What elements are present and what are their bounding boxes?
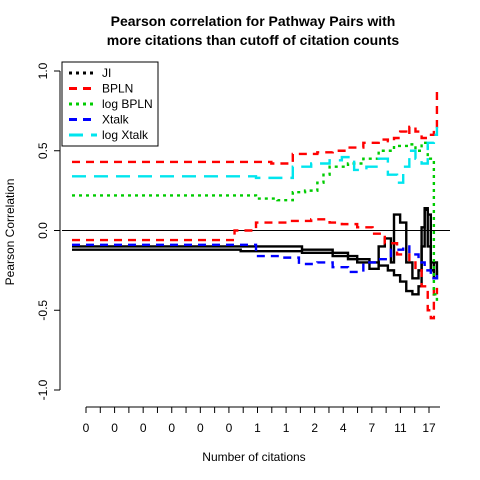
series-line-bpln: [72, 90, 439, 165]
y-axis: -1.0 -0.5 0.0 0.5 1.0: [36, 62, 61, 400]
x-tick-label: 0: [83, 421, 90, 435]
x-tick-label: 0: [168, 421, 175, 435]
chart-title-line-2: more citations than cutoff of citation c…: [107, 32, 400, 48]
series-line-log-xtalk: [72, 126, 439, 184]
chart-title-line-1: Pearson correlation for Pathway Pairs wi…: [111, 13, 396, 29]
series-layer: [72, 90, 439, 320]
x-axis-label: Number of citations: [202, 450, 305, 464]
legend-entry: log BPLN: [102, 97, 153, 111]
x-tick-label: 2: [311, 421, 318, 435]
legend-entry: JI: [102, 66, 111, 80]
legend-entry: BPLN: [102, 82, 133, 96]
x-tick-label: 0: [140, 421, 147, 435]
y-tick-label: 1.0: [36, 62, 50, 79]
x-tick-label: 0: [111, 421, 118, 435]
series-line-log-bpln: [72, 141, 439, 303]
series-line-ji: [72, 208, 439, 280]
x-tick-label: 0: [226, 421, 233, 435]
y-axis-label: Pearson Correlation: [3, 179, 17, 286]
x-tick-label: 0: [197, 421, 204, 435]
y-tick-label: 0.0: [36, 222, 50, 239]
x-tick-label: 17: [422, 421, 436, 435]
x-tick-label: 1: [283, 421, 290, 435]
series-line-xtalk: [72, 243, 439, 280]
series-line-bpln: [72, 218, 439, 320]
y-tick-label: -0.5: [36, 300, 50, 321]
x-tick-label: 11: [394, 421, 407, 435]
x-tick-label: 1: [254, 421, 261, 435]
x-tick-label: 7: [368, 421, 375, 435]
y-tick-label: 0.5: [36, 142, 50, 159]
y-tick-label: -1.0: [36, 379, 50, 400]
x-axis: 0 0 0 0 0 0 1 1 2 4 7 11 17: [83, 406, 440, 435]
legend-entry: log Xtalk: [102, 128, 149, 142]
x-tick-label: 4: [340, 421, 347, 435]
legend-entry: Xtalk: [102, 113, 130, 127]
